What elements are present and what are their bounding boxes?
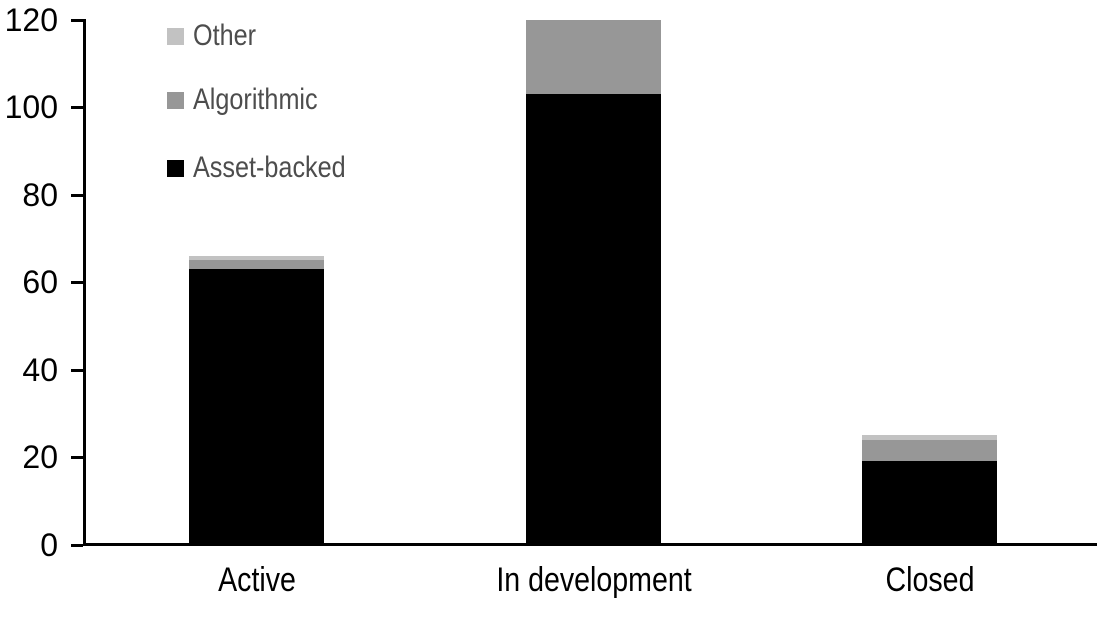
legend-label: Algorithmic: [193, 83, 318, 116]
y-tick-mark: [71, 106, 83, 110]
legend-item-algorithmic: Algorithmic: [167, 85, 341, 115]
x-category-label: In development: [495, 561, 692, 599]
bar-segment-algorithmic: [862, 439, 997, 462]
y-tick-mark: [71, 368, 83, 372]
bar-segment-other: [189, 256, 324, 261]
y-axis-line: [83, 19, 86, 546]
bar-segment-asset-backed: [189, 269, 324, 545]
bar-segment-asset-backed: [526, 94, 661, 545]
legend-swatch-icon: [167, 27, 184, 45]
legend-label: Other: [193, 19, 257, 52]
x-axis-line: [83, 543, 1097, 546]
x-category-label: Active: [217, 561, 296, 599]
y-tick-label: 0: [40, 526, 58, 563]
legend-item-other: Other: [167, 21, 268, 51]
y-tick-label: 120: [4, 2, 58, 38]
y-tick-mark: [71, 19, 83, 22]
legend-swatch-icon: [167, 91, 184, 109]
legend-swatch-icon: [167, 159, 184, 177]
y-tick-mark: [71, 281, 83, 285]
legend-label: Asset-backed: [193, 151, 346, 184]
y-tick-label: 100: [4, 89, 58, 126]
bar-segment-algorithmic: [526, 20, 661, 95]
bar-segment-asset-backed: [862, 461, 997, 545]
y-tick-mark: [71, 543, 83, 547]
y-tick-label: 40: [22, 351, 58, 388]
bar-segment-algorithmic: [189, 260, 324, 270]
y-tick-label: 60: [22, 264, 58, 301]
x-category-label: Closed: [885, 561, 974, 599]
y-tick-label: 80: [22, 176, 58, 213]
y-tick-label: 20: [22, 439, 58, 476]
y-tick-mark: [71, 193, 83, 197]
y-tick-mark: [71, 456, 83, 460]
legend-item-asset-backed: Asset-backed: [167, 153, 375, 183]
bar-segment-other: [862, 435, 997, 440]
